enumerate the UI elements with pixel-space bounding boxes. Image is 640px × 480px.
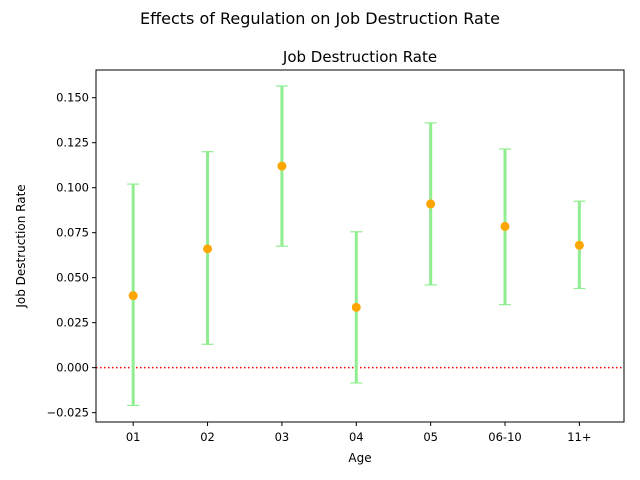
chart-title: Job Destruction Rate [282,48,437,66]
x-tick-label: 02 [200,430,215,444]
x-tick-label: 05 [423,430,438,444]
y-tick-label: 0.100 [56,181,89,195]
data-point [277,161,287,171]
data-point [351,302,361,312]
x-tick-label: 01 [126,430,141,444]
data-point [203,244,213,254]
y-tick-label: −0.025 [46,406,89,420]
y-axis-label: Job Destruction Rate [14,184,28,308]
plot-area: −0.025 0.000 0.025 0.050 0.075 0.100 0.125 0.15… [46,69,625,444]
y-tick-label: 0.125 [56,136,89,150]
data-point [574,240,584,250]
axes-frame [95,69,625,423]
x-tick-label: 11+ [567,430,591,444]
y-tick-label: 0.075 [56,226,89,240]
y-tick-label: 0.150 [56,91,89,105]
y-tick-label: 0.025 [56,316,89,330]
x-axis-label: Age [348,451,371,465]
x-tick-label: 04 [349,430,364,444]
data-point [128,291,138,301]
y-tick-label: 0.000 [56,361,89,375]
chart-suptitle: Effects of Regulation on Job Destruction… [140,9,500,28]
x-tick-label: 03 [275,430,290,444]
data-point [500,221,510,231]
y-tick-label: 0.050 [56,271,89,285]
x-tick-label: 06-10 [488,430,521,444]
data-point [426,199,436,209]
